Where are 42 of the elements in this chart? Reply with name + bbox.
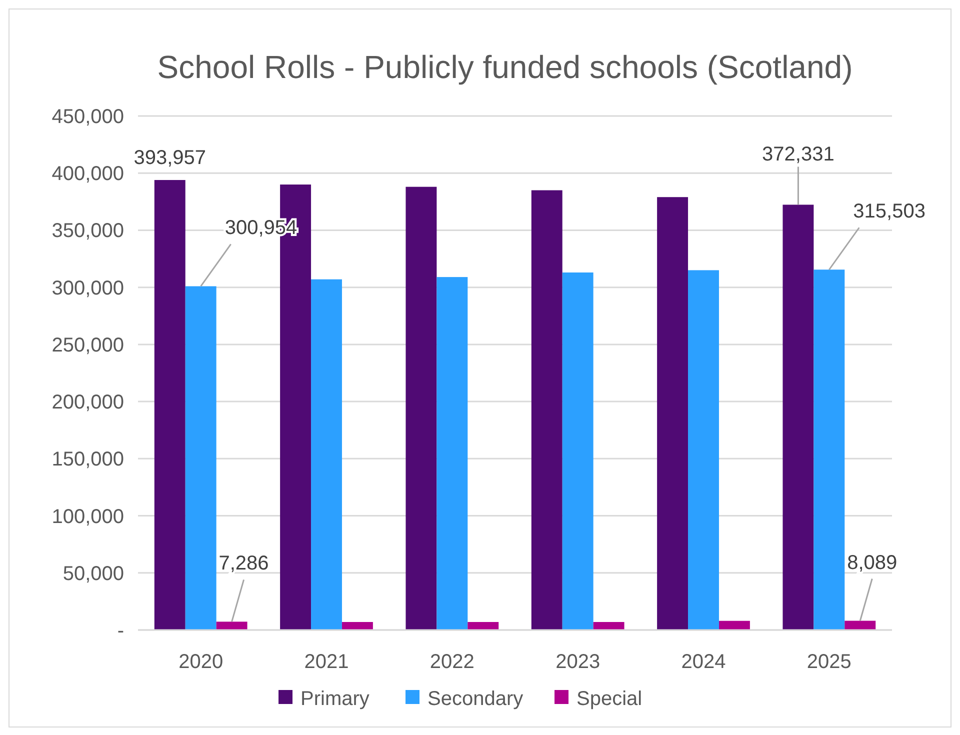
- bar: [311, 279, 342, 630]
- y-tick-label: 350,000: [52, 220, 124, 242]
- bar: [154, 180, 186, 630]
- bar: [782, 204, 814, 630]
- x-tick-label: 2023: [556, 651, 600, 673]
- bar: [562, 272, 594, 630]
- bar: [657, 197, 688, 630]
- x-tick-label: 2025: [806, 651, 852, 673]
- y-tick-label: 450,000: [52, 106, 124, 128]
- bar: [468, 622, 499, 630]
- y-tick-label: 300,000: [52, 277, 124, 300]
- bar: [531, 190, 562, 630]
- data-label: 8,089: [847, 552, 898, 574]
- bar: [593, 622, 624, 630]
- bar: [844, 620, 876, 630]
- x-tick-label: 2020: [178, 651, 224, 673]
- data-label: 372,331: [762, 144, 834, 166]
- data-label: 315,503: [853, 200, 926, 223]
- bar: [688, 270, 719, 630]
- y-tick-label: 200,000: [52, 392, 124, 414]
- bar: [216, 622, 248, 630]
- bar: [185, 286, 216, 630]
- data-label: 393,957: [134, 147, 206, 170]
- legend-label: Primary: [300, 688, 370, 710]
- y-tick-label: -: [117, 620, 124, 642]
- y-tick-label: 50,000: [62, 562, 124, 585]
- y-tick-label: 100,000: [52, 506, 124, 528]
- x-tick-label: 2022: [430, 651, 474, 673]
- chart-title: School Rolls - Publicly funded schools (Scotland): [157, 49, 853, 85]
- y-tick-label: 400,000: [52, 163, 124, 186]
- bar: [814, 270, 845, 630]
- bar: [406, 186, 437, 630]
- x-tick-label: 2024: [681, 651, 726, 673]
- legend-label: Special: [576, 688, 642, 710]
- y-tick-label: 250,000: [52, 334, 124, 356]
- legend-label: Secondary: [428, 688, 524, 710]
- y-tick-label: 150,000: [52, 448, 124, 471]
- x-tick-label: 2021: [304, 651, 349, 673]
- bar: [342, 622, 373, 630]
- bar: [718, 620, 750, 630]
- data-label: 7,286: [218, 552, 269, 575]
- bar: [436, 277, 468, 630]
